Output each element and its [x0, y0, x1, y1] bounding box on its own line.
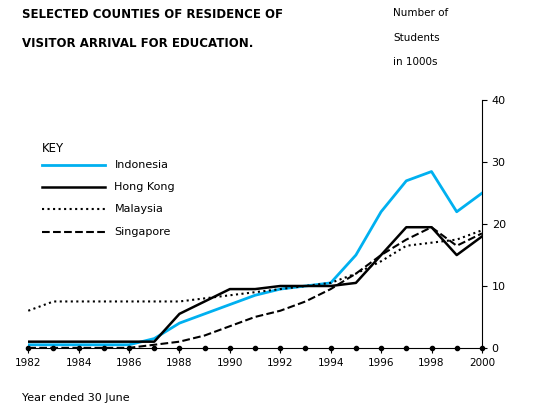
Text: Students: Students	[393, 33, 440, 43]
Text: KEY: KEY	[42, 142, 64, 155]
Text: Number of: Number of	[393, 8, 449, 18]
Text: VISITOR ARRIVAL FOR EDUCATION.: VISITOR ARRIVAL FOR EDUCATION.	[22, 37, 254, 50]
Text: Singapore: Singapore	[115, 227, 171, 236]
Text: Hong Kong: Hong Kong	[115, 182, 175, 192]
Text: Indonesia: Indonesia	[115, 160, 168, 170]
Text: in 1000s: in 1000s	[393, 57, 438, 67]
Text: Year ended 30 June: Year ended 30 June	[22, 393, 130, 403]
Text: Malaysia: Malaysia	[115, 204, 163, 214]
Text: SELECTED COUNTIES OF RESIDENCE OF: SELECTED COUNTIES OF RESIDENCE OF	[22, 8, 283, 21]
